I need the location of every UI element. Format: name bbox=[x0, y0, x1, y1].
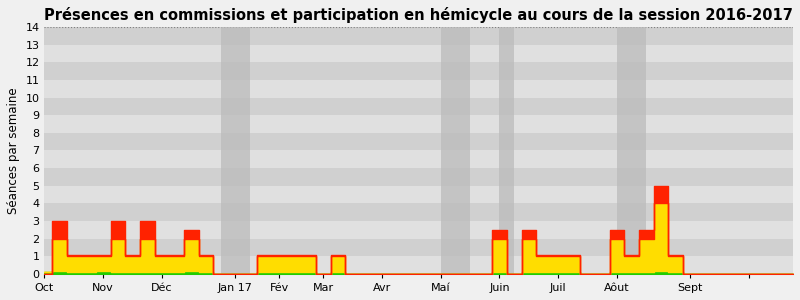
Bar bbox=[221, 27, 250, 274]
Bar bbox=[45, 256, 793, 274]
Bar bbox=[45, 203, 793, 221]
Bar bbox=[45, 168, 793, 186]
Bar bbox=[45, 98, 793, 115]
Bar bbox=[45, 80, 793, 98]
Bar bbox=[45, 115, 793, 133]
Bar bbox=[45, 221, 793, 239]
Bar bbox=[45, 9, 793, 27]
Bar bbox=[45, 186, 793, 203]
Bar bbox=[45, 133, 793, 151]
Y-axis label: Séances par semaine: Séances par semaine bbox=[7, 87, 20, 214]
Bar bbox=[617, 27, 646, 274]
Bar bbox=[45, 151, 793, 168]
Title: Présences en commissions et participation en hémicycle au cours de la session 20: Présences en commissions et participatio… bbox=[44, 7, 794, 23]
Bar bbox=[441, 27, 470, 274]
Bar bbox=[45, 62, 793, 80]
Bar bbox=[45, 44, 793, 62]
Bar bbox=[45, 27, 793, 44]
Bar bbox=[45, 239, 793, 256]
Bar bbox=[499, 27, 514, 274]
